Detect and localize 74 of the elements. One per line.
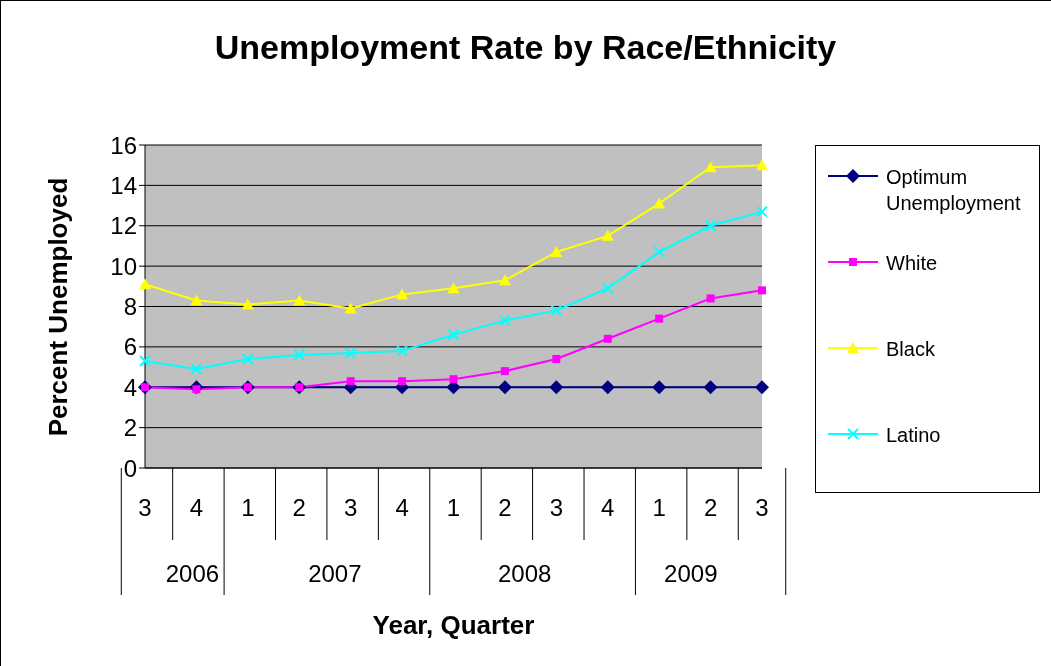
x-tick-label: 2: [498, 494, 512, 521]
legend-label: Black: [886, 337, 936, 362]
y-axis-title: Percent Unemployed: [42, 177, 74, 436]
point: [346, 377, 355, 386]
point: [601, 229, 614, 241]
point: [396, 288, 409, 300]
legend-label: Latino: [886, 423, 942, 448]
y-tick-label: 8: [123, 293, 137, 321]
point: [293, 348, 306, 361]
y-tick-label: 16: [110, 131, 137, 159]
point: [344, 302, 357, 314]
x-tick-label: 3: [755, 494, 769, 521]
text: 2008: [497, 560, 553, 588]
point: [550, 304, 563, 317]
point: [704, 219, 717, 232]
point: [344, 346, 357, 359]
point: [755, 380, 769, 395]
point: [190, 363, 203, 376]
point: [497, 380, 512, 395]
point: [601, 282, 614, 295]
point: [139, 278, 151, 290]
text: 2009: [663, 560, 719, 588]
y-tick-label: 10: [110, 252, 137, 280]
point: [655, 314, 664, 323]
point: [398, 377, 407, 386]
x-tick-label: 2: [292, 494, 306, 521]
point: [600, 380, 615, 395]
point: [704, 161, 717, 173]
point: [550, 245, 563, 257]
point: [447, 282, 460, 294]
point: [449, 375, 458, 384]
y-tick-label: 0: [123, 454, 137, 482]
point: [549, 380, 564, 395]
x-axis-title: Year, Quarter: [371, 610, 536, 641]
point: [706, 294, 715, 303]
legend-label: White: [886, 251, 939, 276]
x-tick-label: 4: [189, 494, 204, 521]
point: [652, 380, 667, 395]
x-tick-label: 1: [241, 494, 255, 521]
chart-title: Unemployment Rate by Race/Ethnicity: [213, 28, 838, 67]
point: [498, 314, 511, 327]
point: [653, 197, 666, 209]
point: [758, 286, 766, 295]
x-tick-label: 1: [446, 494, 461, 521]
legend-label: Optimum Unemployment: [886, 165, 1022, 216]
y-tick-label: 14: [110, 171, 137, 199]
point: [552, 354, 561, 363]
point: [703, 380, 718, 395]
x-tick-label: 2: [703, 494, 718, 521]
x-tick-label: 4: [601, 494, 615, 521]
point: [653, 245, 666, 258]
y-tick-label: 6: [123, 333, 137, 361]
point: [603, 334, 612, 343]
x-tick-label: 4: [395, 494, 409, 521]
y-tick-label: 4: [123, 373, 137, 401]
point: [756, 159, 768, 171]
y-tick-label: 2: [123, 414, 137, 442]
x-tick-label: 1: [652, 494, 666, 521]
point: [293, 294, 306, 306]
point: [139, 355, 151, 368]
text: 2006: [164, 560, 221, 588]
point: [241, 298, 254, 310]
x-tick-label: 3: [549, 494, 564, 521]
text: 2007: [307, 560, 363, 588]
point: [498, 274, 511, 286]
point: [396, 344, 409, 357]
point: [190, 294, 203, 306]
x-tick-label: 3: [343, 494, 358, 521]
point: [241, 352, 254, 365]
point: [500, 367, 509, 376]
point: [447, 328, 460, 341]
x-tick-label: 3: [138, 494, 152, 521]
point: [756, 205, 768, 218]
y-tick-label: 12: [110, 212, 137, 240]
